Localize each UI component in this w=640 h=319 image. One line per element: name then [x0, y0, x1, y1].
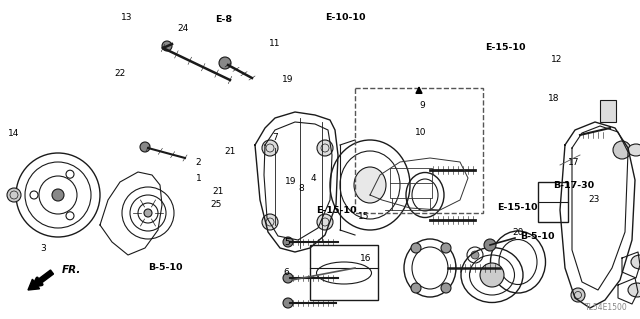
Ellipse shape: [354, 167, 386, 203]
Text: 17: 17: [568, 158, 579, 167]
Text: E-15-10: E-15-10: [485, 43, 526, 52]
Text: 20: 20: [513, 228, 524, 237]
Text: 11: 11: [269, 39, 281, 48]
Ellipse shape: [631, 255, 640, 269]
Circle shape: [140, 142, 150, 152]
Text: 14: 14: [8, 130, 20, 138]
Bar: [600, 100, 616, 122]
Circle shape: [480, 263, 504, 287]
Text: 12: 12: [551, 55, 563, 63]
Text: 18: 18: [548, 94, 559, 103]
Text: 16: 16: [360, 254, 372, 263]
Text: E-8: E-8: [216, 15, 232, 24]
Text: 9: 9: [420, 101, 425, 110]
Text: 6: 6: [284, 268, 289, 277]
Text: 2: 2: [196, 158, 201, 167]
Circle shape: [471, 251, 479, 259]
Circle shape: [262, 214, 278, 230]
Ellipse shape: [628, 144, 640, 156]
Text: B-17-30: B-17-30: [553, 181, 594, 189]
Circle shape: [7, 188, 21, 202]
Circle shape: [283, 298, 293, 308]
Text: B-5-10: B-5-10: [520, 232, 555, 241]
Text: 21: 21: [225, 147, 236, 156]
Text: 25: 25: [211, 200, 222, 209]
Text: 19: 19: [282, 75, 294, 84]
Bar: [355, 88, 483, 213]
Circle shape: [484, 239, 496, 251]
Bar: [390, 168, 432, 198]
Circle shape: [317, 140, 333, 156]
Text: 22: 22: [115, 69, 126, 78]
Circle shape: [441, 283, 451, 293]
Circle shape: [411, 283, 421, 293]
Text: 7: 7: [273, 133, 278, 142]
Text: 10: 10: [415, 128, 427, 137]
Circle shape: [441, 243, 451, 253]
Circle shape: [162, 41, 172, 51]
FancyArrow shape: [28, 270, 54, 290]
Text: E-15-10: E-15-10: [316, 206, 357, 215]
Bar: [310, 245, 378, 300]
Circle shape: [411, 243, 421, 253]
Circle shape: [317, 214, 333, 230]
Text: 21: 21: [212, 187, 223, 196]
Circle shape: [613, 141, 631, 159]
Text: 23: 23: [588, 195, 600, 204]
Circle shape: [283, 237, 293, 247]
Text: TL54E1500: TL54E1500: [585, 303, 628, 312]
Text: 5: 5: [284, 238, 289, 247]
Text: 1: 1: [196, 174, 201, 183]
Text: E-10-10: E-10-10: [325, 13, 366, 22]
Text: 4: 4: [311, 174, 316, 183]
Text: 3: 3: [41, 244, 46, 253]
Circle shape: [571, 288, 585, 302]
Text: 19: 19: [285, 177, 297, 186]
Text: 24: 24: [177, 24, 189, 33]
Text: 13: 13: [121, 13, 132, 22]
Circle shape: [283, 273, 293, 283]
Text: B-5-10: B-5-10: [148, 263, 182, 272]
Circle shape: [219, 57, 231, 69]
Text: E-15-10: E-15-10: [497, 203, 538, 212]
Circle shape: [144, 209, 152, 217]
Circle shape: [262, 140, 278, 156]
Text: 8: 8: [298, 184, 303, 193]
Bar: [538, 182, 568, 222]
Text: 15: 15: [358, 212, 369, 221]
Ellipse shape: [628, 283, 640, 297]
Text: FR.: FR.: [62, 265, 81, 275]
Circle shape: [52, 189, 64, 201]
